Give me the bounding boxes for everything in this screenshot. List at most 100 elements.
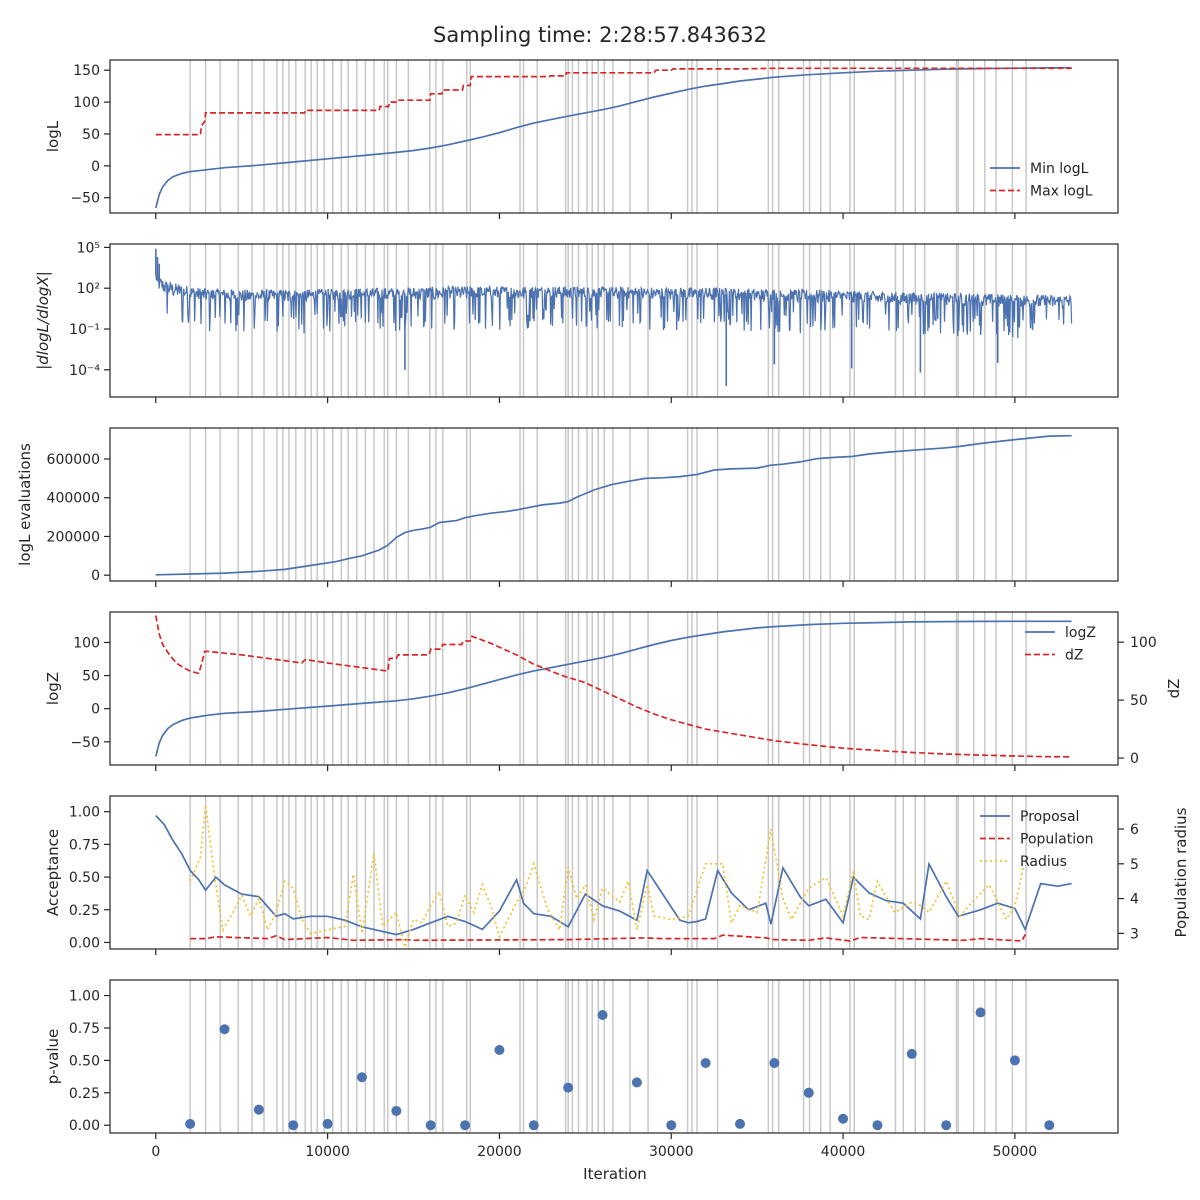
axes-frame <box>109 611 1119 766</box>
panel-1: −50 0 50 100 150 logL Min logL Max logL <box>44 59 1119 219</box>
legend: logZ dZ <box>1025 625 1096 664</box>
x-tick-label: 20000 <box>477 1144 522 1160</box>
y-axis-label: p-value <box>44 1029 62 1085</box>
data-point <box>631 1077 642 1088</box>
legend-label: Population <box>1020 832 1094 848</box>
legend-label: Min logL <box>1030 161 1089 177</box>
data-point <box>494 1045 505 1056</box>
y-tick-label: 0.75 <box>69 1021 100 1037</box>
x-tick-label: 10000 <box>305 1144 350 1160</box>
axes-frame <box>109 243 1119 398</box>
data-point <box>253 1104 264 1115</box>
data-point <box>700 1057 711 1068</box>
y-axis-label: Acceptance <box>44 829 62 916</box>
y-tick-label: 0.00 <box>69 1118 100 1134</box>
x-tick-label: 50000 <box>993 1144 1038 1160</box>
data-point <box>219 1024 230 1035</box>
data-point <box>460 1120 471 1131</box>
y-right-axis-label: Population radius <box>1172 807 1190 937</box>
data-point <box>1009 1055 1020 1066</box>
y-tick-label: −50 <box>70 191 100 207</box>
series-line <box>155 434 1072 576</box>
insertion-markers <box>189 428 1027 581</box>
y-tick-label: 0 <box>91 568 100 584</box>
x-tick-label: 0 <box>151 1144 160 1160</box>
series-logz <box>154 620 1072 757</box>
axes-frame <box>109 795 1119 950</box>
series-2-0 <box>155 434 1072 576</box>
series-population <box>190 931 1028 942</box>
insertion-markers <box>189 796 1027 949</box>
legend-label: Max logL <box>1030 184 1093 200</box>
y-tick-label: 100 <box>73 95 100 111</box>
legend-label: logZ <box>1065 625 1096 641</box>
legend-label: dZ <box>1065 648 1083 664</box>
axes-frame <box>109 427 1119 582</box>
series-line <box>155 815 1072 936</box>
y-tick-label: 0 <box>91 702 100 718</box>
y-axis-label: logL evaluations <box>16 443 34 566</box>
axes-frame <box>109 979 1119 1134</box>
series-min-logl <box>154 66 1072 209</box>
insertion-markers <box>189 612 1027 765</box>
y-tick-label: 0.50 <box>69 1053 100 1069</box>
series-proposal <box>155 815 1072 936</box>
y-tick-label: 200000 <box>47 529 100 545</box>
data-point <box>872 1120 883 1131</box>
data-point <box>391 1105 402 1116</box>
y-right-tick-label: 6 <box>1130 822 1139 838</box>
data-point <box>288 1120 299 1131</box>
data-point <box>769 1057 780 1068</box>
series-line <box>190 931 1028 942</box>
data-point <box>975 1007 986 1018</box>
panel-2: 10⁻⁴ 10⁻¹ 10² 10⁵ |dlogL/dlogX| <box>34 240 1119 403</box>
y-tick-label: 0.50 <box>69 870 100 886</box>
y-tick-label: 10² <box>77 281 100 297</box>
y-tick-label: 600000 <box>47 452 100 468</box>
data-point <box>185 1118 196 1129</box>
y-right-axis-label: dZ <box>1165 679 1183 699</box>
data-point <box>528 1120 539 1131</box>
series-1-0 <box>154 248 1073 387</box>
data-point <box>838 1113 849 1124</box>
y-tick-label: 10⁵ <box>77 240 100 256</box>
y-axis-label: logL <box>44 120 62 152</box>
y-tick-label: 10⁻⁴ <box>69 363 100 379</box>
series-line <box>154 615 1072 758</box>
series-line <box>189 804 1025 951</box>
data-point <box>322 1118 333 1129</box>
data-point <box>597 1010 608 1021</box>
x-tick-label: 30000 <box>649 1144 694 1160</box>
insertion-markers <box>189 60 1027 213</box>
y-right-tick-label: 50 <box>1130 693 1148 709</box>
y-tick-label: 0.00 <box>69 935 100 951</box>
y-tick-label: 1.00 <box>69 989 100 1005</box>
y-tick-label: 10⁻¹ <box>69 322 100 338</box>
x-tick-label: 40000 <box>821 1144 866 1160</box>
figure-title: Sampling time: 2:28:57.843632 <box>433 23 767 47</box>
panel-3: 0 200000 400000 600000 logL evaluations <box>16 427 1119 587</box>
y-tick-label: 400000 <box>47 491 100 507</box>
y-tick-label: −50 <box>70 735 100 751</box>
series-radius <box>189 804 1025 951</box>
y-tick-label: 0.75 <box>69 837 100 853</box>
data-point <box>666 1120 677 1131</box>
data-point <box>906 1048 917 1059</box>
y-tick-label: 150 <box>73 63 100 79</box>
legend-label: Proposal <box>1020 809 1079 825</box>
y-tick-label: 50 <box>82 669 100 685</box>
y-right-tick-label: 100 <box>1130 635 1157 651</box>
x-axis-label: Iteration <box>583 1165 647 1183</box>
series-line <box>154 66 1072 209</box>
series-line <box>155 272 1073 339</box>
y-tick-label: 100 <box>73 635 100 651</box>
data-point <box>1044 1120 1055 1131</box>
y-tick-label: 1.00 <box>69 805 100 821</box>
series-dz <box>154 615 1072 758</box>
y-tick-label: 0.25 <box>69 1086 100 1102</box>
y-right-tick-label: 0 <box>1130 751 1139 767</box>
data-point <box>803 1087 814 1098</box>
legend: Min logL Max logL <box>990 161 1093 200</box>
y-right-tick-label: 3 <box>1130 926 1139 942</box>
